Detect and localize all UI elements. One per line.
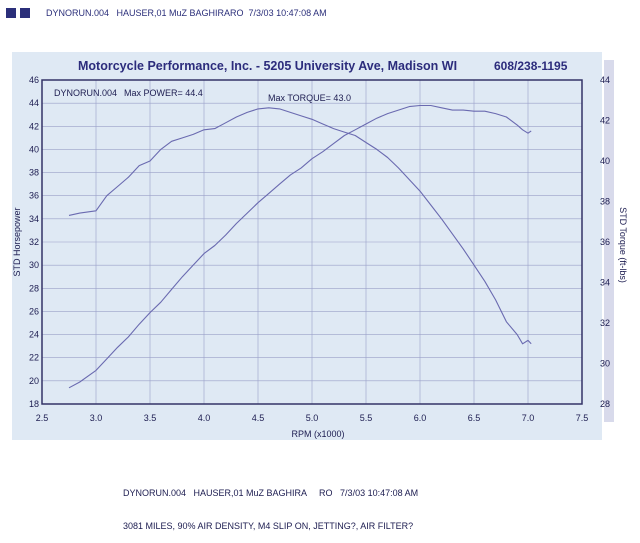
right-tick-label: 44 <box>600 75 610 85</box>
header-square-icon <box>20 8 30 18</box>
x-tick-label: 4.0 <box>198 413 211 423</box>
left-tick-label: 20 <box>29 376 39 386</box>
top-header-bar: DYNORUN.004 HAUSER,01 MuZ BAGHIRARO 7/3/… <box>6 6 327 20</box>
footer-notes: DYNORUN.004 HAUSER,01 MuZ BAGHIRA RO 7/3… <box>123 466 418 543</box>
left-axis-tick-labels: 18 20 22 24 26 28 30 32 34 36 38 40 42 44 46 <box>29 75 39 409</box>
left-tick-label: 42 <box>29 121 39 131</box>
left-tick-label: 22 <box>29 353 39 363</box>
power-curve-line <box>68 104 532 389</box>
dyno-chart: Motorcycle Performance, Inc. - 5205 Univ… <box>12 52 628 440</box>
left-tick-label: 30 <box>29 260 39 270</box>
x-axis-tick-labels: 2.5 3.0 3.5 4.0 4.5 5.0 5.5 6.0 6.5 7.0 7.5 <box>36 413 589 423</box>
left-tick-label: 26 <box>29 306 39 316</box>
x-tick-label: 6.0 <box>414 413 427 423</box>
right-tick-label: 36 <box>600 237 610 247</box>
x-tick-label: 7.5 <box>576 413 589 423</box>
x-tick-label: 4.5 <box>252 413 265 423</box>
run-name-label: DYNORUN.004 <box>54 88 117 98</box>
left-tick-label: 34 <box>29 214 39 224</box>
plot-frame <box>41 79 583 405</box>
max-torque-label: Max TORQUE= 43.0 <box>268 93 351 103</box>
right-tick-label: 42 <box>600 116 610 126</box>
right-tick-label: 40 <box>600 156 610 166</box>
right-tick-label: 38 <box>600 197 610 207</box>
max-power-label: Max POWER= 44.4 <box>124 88 203 98</box>
right-tick-label: 32 <box>600 318 610 328</box>
footer-line-1: DYNORUN.004 HAUSER,01 MuZ BAGHIRA RO 7/3… <box>123 488 419 498</box>
left-tick-label: 40 <box>29 144 39 154</box>
right-tick-label: 30 <box>600 359 610 369</box>
left-tick-label: 44 <box>29 98 39 108</box>
footer-line-2: 3081 MILES, 90% AIR DENSITY, M4 SLIP ON,… <box>123 521 414 531</box>
chart-panel-background <box>12 52 602 440</box>
x-tick-label: 7.0 <box>522 413 535 423</box>
left-tick-label: 46 <box>29 75 39 85</box>
left-axis-label: STD Horsepower <box>12 207 22 276</box>
torque-curve-line <box>68 107 532 345</box>
left-tick-label: 18 <box>29 399 39 409</box>
right-tick-label: 34 <box>600 278 610 288</box>
right-axis-tick-labels: 28 30 32 34 36 38 40 42 44 <box>600 75 610 409</box>
chart-phone: 608/238-1195 <box>494 59 568 73</box>
chart-title: Motorcycle Performance, Inc. - 5205 Univ… <box>78 59 457 73</box>
header-square-icon <box>6 8 16 18</box>
right-tick-label: 28 <box>600 399 610 409</box>
x-tick-label: 5.0 <box>306 413 319 423</box>
x-tick-label: 3.5 <box>144 413 157 423</box>
header-run-info: DYNORUN.004 HAUSER,01 MuZ BAGHIRARO 7/3/… <box>46 8 327 18</box>
x-tick-label: 5.5 <box>360 413 373 423</box>
left-tick-label: 32 <box>29 237 39 247</box>
right-axis-label: STD Torque (ft-lbs) <box>618 207 628 283</box>
x-tick-label: 6.5 <box>468 413 481 423</box>
left-tick-label: 36 <box>29 191 39 201</box>
x-axis-label: RPM (x1000) <box>291 429 344 439</box>
left-tick-label: 28 <box>29 283 39 293</box>
x-tick-label: 3.0 <box>90 413 103 423</box>
series-lines <box>68 104 532 389</box>
right-axis-strip <box>604 60 614 422</box>
left-tick-label: 38 <box>29 168 39 178</box>
x-tick-label: 2.5 <box>36 413 49 423</box>
left-tick-label: 24 <box>29 330 39 340</box>
